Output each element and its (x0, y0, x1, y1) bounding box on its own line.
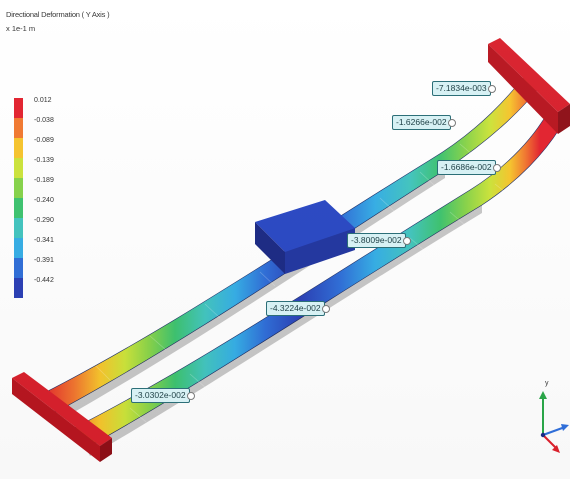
z-axis-icon (542, 434, 558, 450)
probe-label[interactable]: -3.8009e-002 (347, 233, 411, 248)
origin-icon (540, 432, 546, 438)
z-arrow-icon (552, 445, 560, 453)
probe-value: -3.8009e-002 (351, 235, 402, 245)
probe-value: -1.6686e-002 (441, 162, 492, 172)
probe-value: -3.0302e-002 (135, 390, 186, 400)
probe-pin-icon (402, 237, 411, 245)
probe-value: -7.1834e-003 (436, 83, 487, 93)
probe-label[interactable]: -4.3224e-002 (266, 301, 330, 316)
probe-pin-icon (321, 305, 330, 313)
x-axis-icon (542, 426, 566, 436)
probe-label[interactable]: -1.6686e-002 (437, 160, 501, 175)
probe-value: -1.6266e-002 (396, 117, 447, 127)
y-arrow-icon (539, 391, 547, 399)
x-arrow-icon (561, 424, 569, 431)
coordinate-triad[interactable]: y (525, 375, 570, 470)
probe-label[interactable]: -3.0302e-002 (131, 388, 195, 403)
probe-label[interactable]: -1.6266e-002 (392, 115, 456, 130)
probe-pin-icon (492, 164, 501, 172)
mesh-bands (95, 143, 511, 423)
probe-pin-icon (447, 119, 456, 127)
probe-pin-icon (186, 392, 195, 400)
probe-label[interactable]: -7.1834e-003 (432, 81, 496, 96)
probe-value: -4.3224e-002 (270, 303, 321, 313)
probe-pin-icon (487, 85, 496, 93)
y-axis-label: y (545, 380, 549, 387)
